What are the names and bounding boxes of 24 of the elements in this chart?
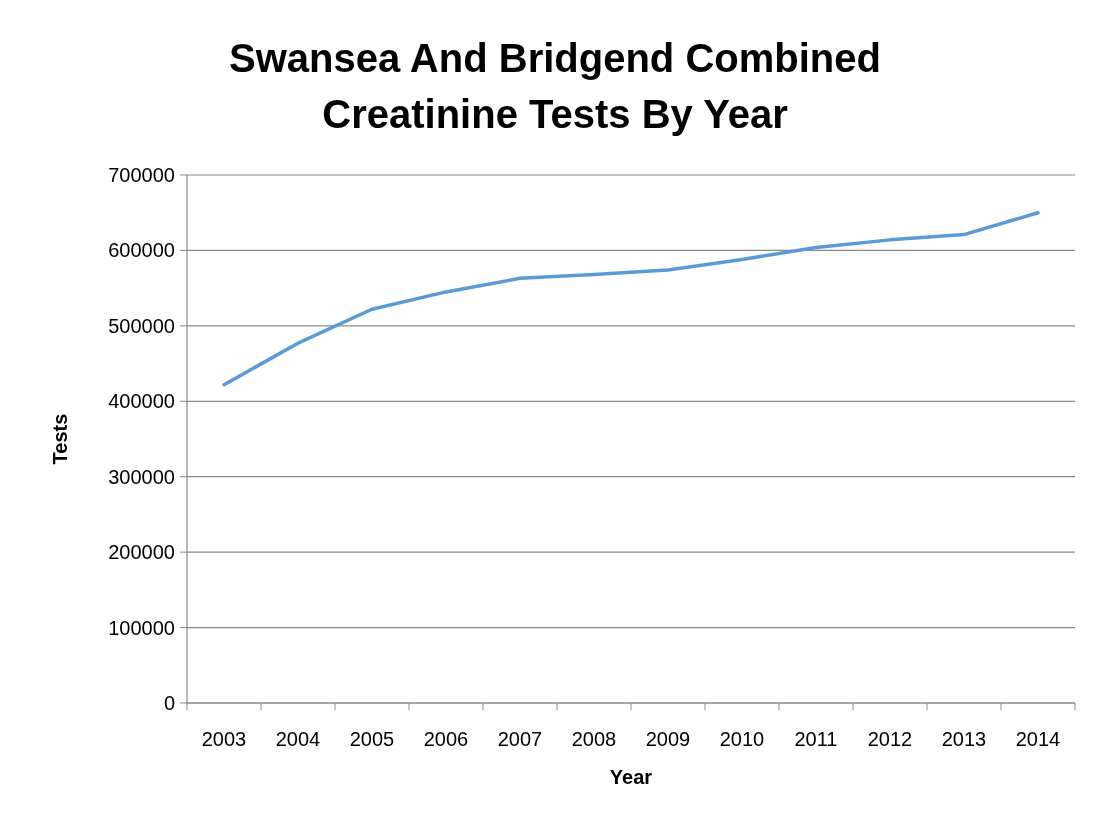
x-tick-label: 2006 <box>423 728 469 750</box>
x-tick-label: 2011 <box>794 728 838 750</box>
x-tick-label: 2008 <box>571 728 617 750</box>
x-tick-label: 2014 <box>1015 728 1061 750</box>
x-tick-label: 2004 <box>275 728 321 750</box>
chart-title: Swansea And Bridgend Combined Creatinine Tests By Year <box>229 36 881 136</box>
x-axis-title: Year <box>609 766 653 788</box>
y-axis-title: Tests <box>49 413 71 465</box>
y-tick-label: 700000 <box>108 164 175 186</box>
x-tick-label: 2010 <box>719 728 765 750</box>
y-tick-label: 500000 <box>108 314 175 337</box>
y-tick-label: 600000 <box>108 239 175 262</box>
y-tick-label: 200000 <box>108 541 175 564</box>
y-tick-label: 400000 <box>108 390 175 413</box>
y-tick-label: 300000 <box>108 465 175 488</box>
x-tick-label: 2003 <box>201 728 247 750</box>
y-tick-label: 0 <box>163 692 175 714</box>
x-tick-label: 2005 <box>349 728 395 750</box>
line-series <box>222 210 1040 387</box>
x-tick-label: 2012 <box>867 728 913 750</box>
y-tick-label: 100000 <box>108 616 175 639</box>
x-tick-label: 2013 <box>941 728 987 750</box>
x-tick-label: 2007 <box>497 728 543 750</box>
x-tick-label: 2009 <box>645 728 691 750</box>
